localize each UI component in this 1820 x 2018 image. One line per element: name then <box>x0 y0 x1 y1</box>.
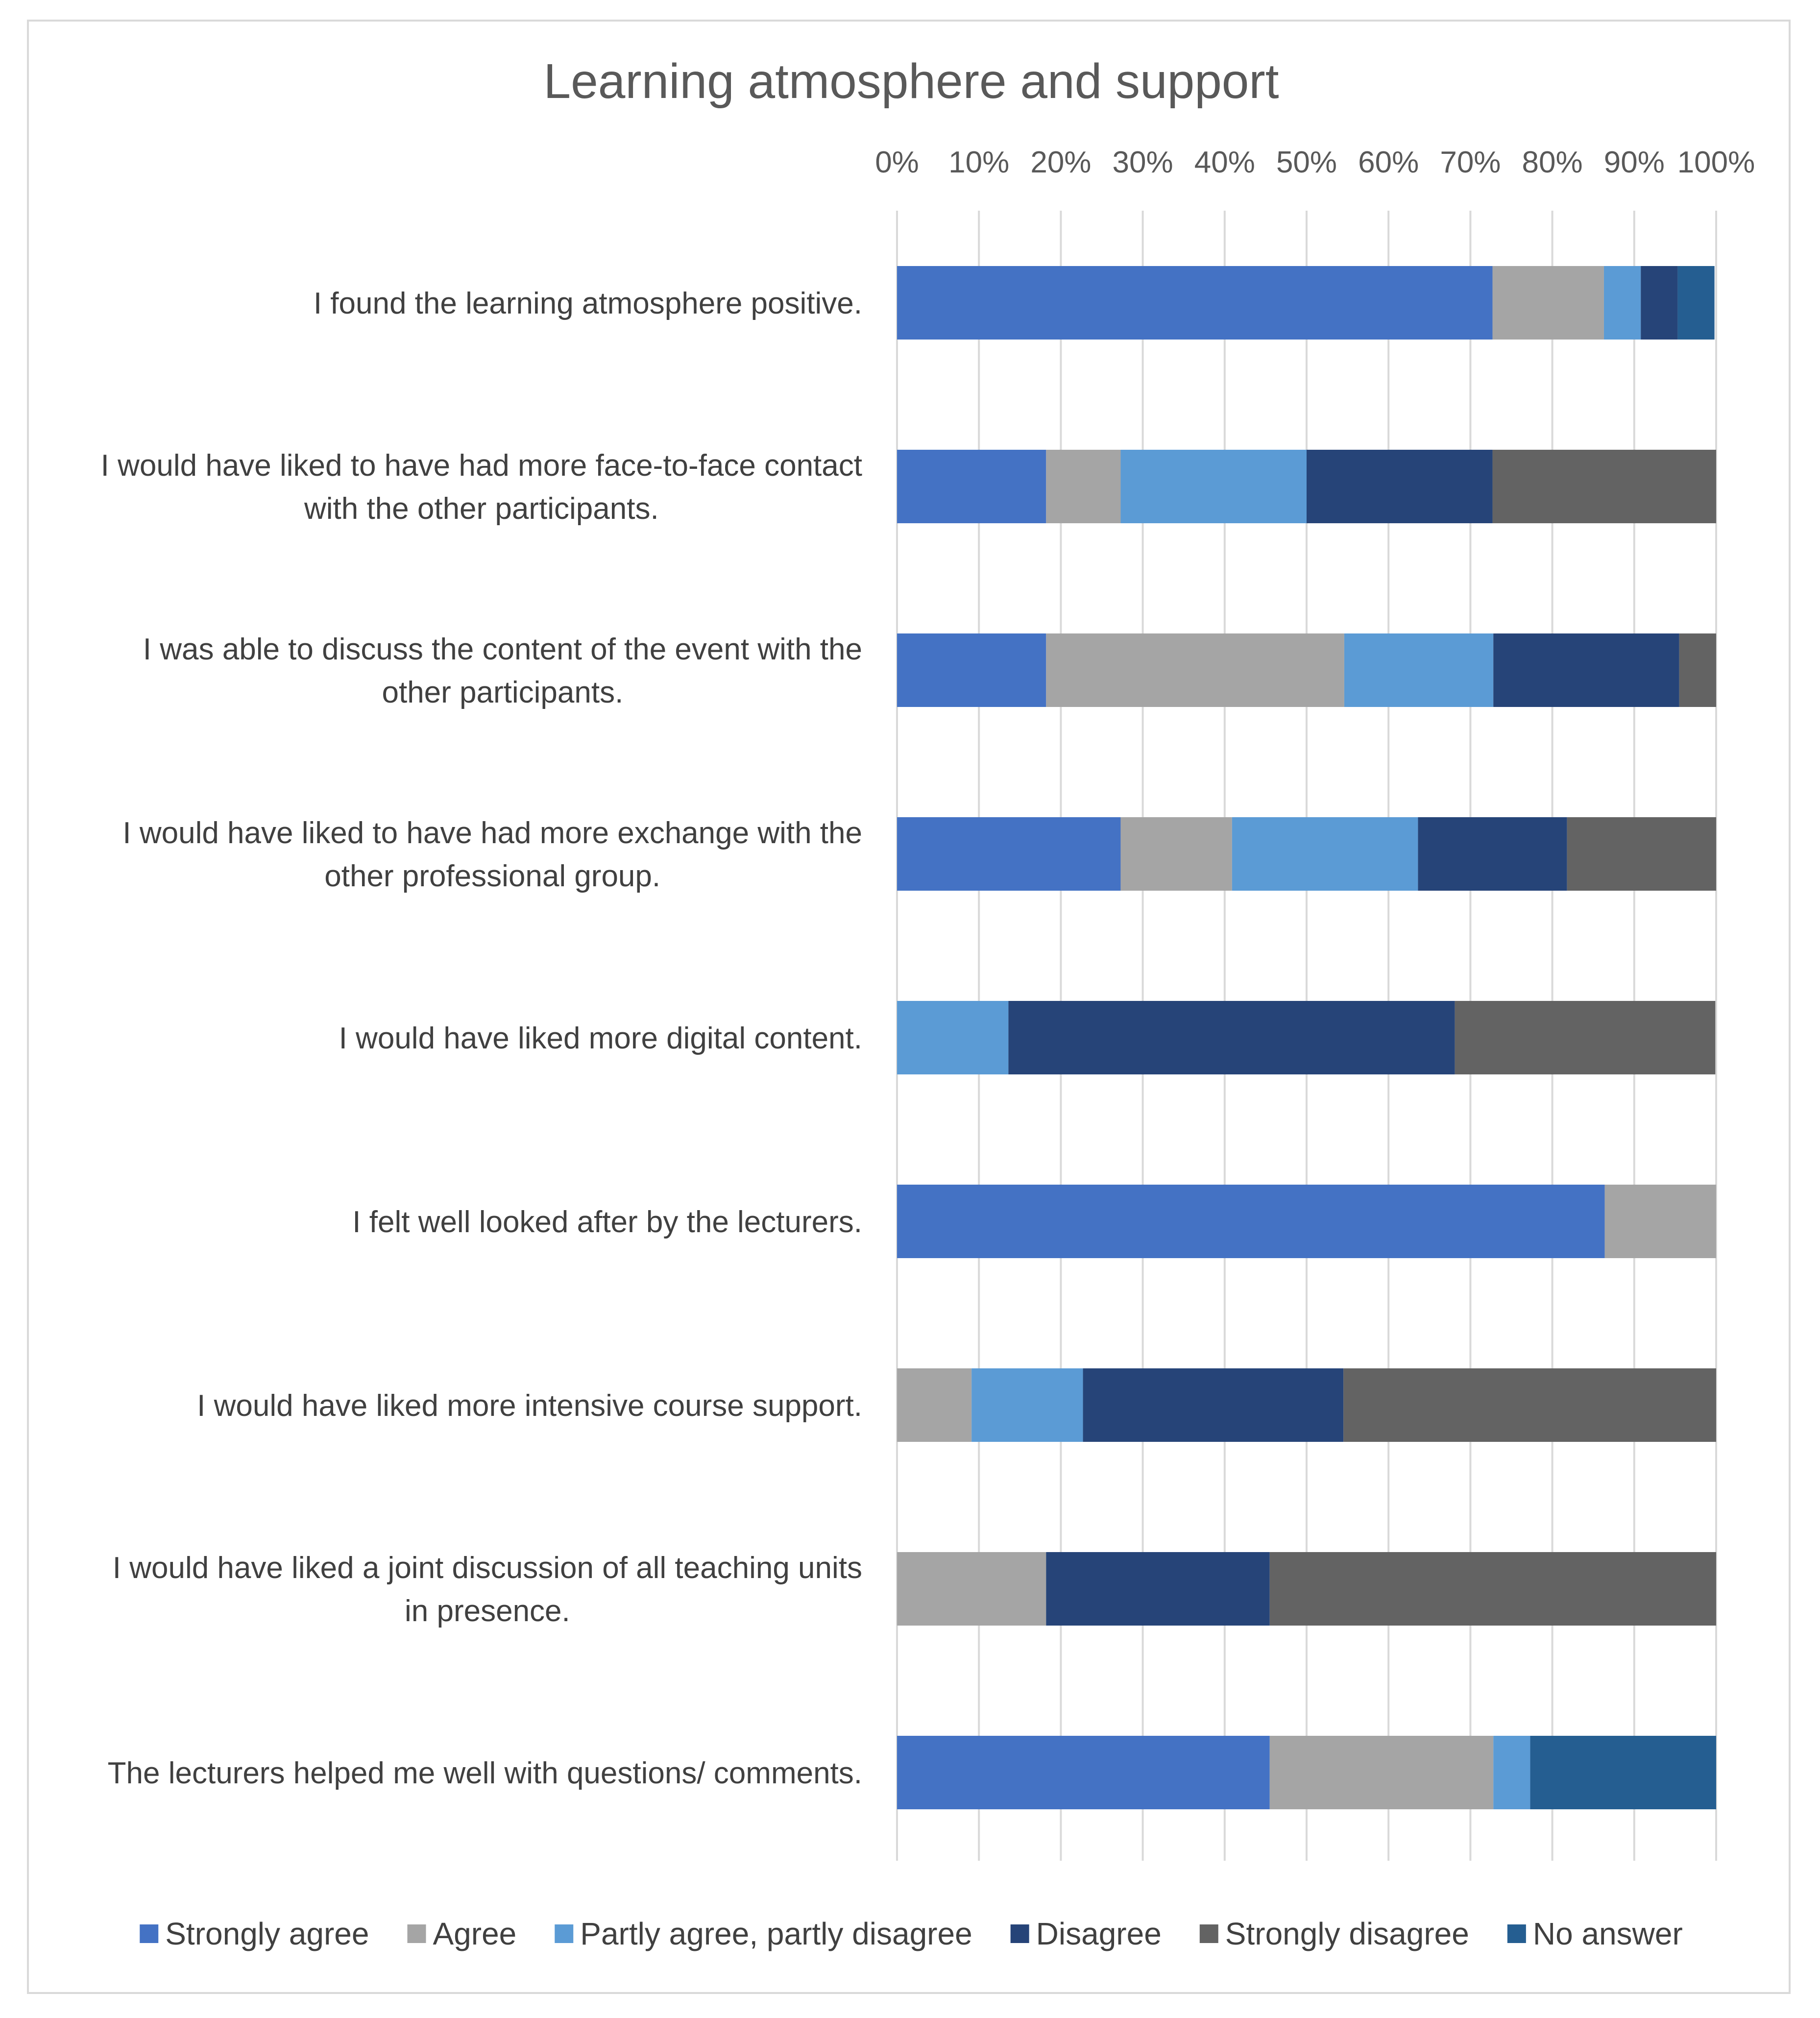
legend-item: Strongly disagree <box>1199 1916 1469 1951</box>
x-tick-label: 20% <box>1030 146 1091 179</box>
bar-segment <box>1120 450 1307 523</box>
category-label: I found the learning atmosphere positive… <box>314 287 862 320</box>
legend-label: Disagree <box>1036 1916 1162 1951</box>
x-tick-label: 30% <box>1113 146 1173 179</box>
chart-title: Learning atmosphere and support <box>543 54 1279 109</box>
legend-item: Strongly agree <box>140 1916 369 1951</box>
x-tick-label: 90% <box>1604 146 1665 179</box>
bar-segment <box>897 1552 1046 1626</box>
bar-segment <box>897 1368 972 1442</box>
bar-segment <box>1679 633 1716 707</box>
legend-label: Strongly disagree <box>1225 1916 1469 1951</box>
legend-item: No answer <box>1507 1916 1683 1951</box>
x-tick-label: 80% <box>1522 146 1583 179</box>
bar-segment <box>1083 1368 1344 1442</box>
bar-segment <box>1677 266 1715 340</box>
bar-segment <box>1603 266 1641 340</box>
legend-label: Strongly agree <box>165 1916 369 1951</box>
x-tick-label: 0% <box>875 146 919 179</box>
bar-segment <box>1008 1001 1455 1074</box>
legend: Strongly agree Agree Partly agree, partly … <box>140 1916 1683 1951</box>
bar-segment <box>897 450 1046 523</box>
bar-segment <box>1493 1736 1530 1809</box>
x-tick-label: 10% <box>948 146 1009 179</box>
bar-segment <box>971 1368 1083 1442</box>
bars <box>897 266 1716 1809</box>
bar-segment <box>1046 1552 1270 1626</box>
category-label: I would have liked more intensive course… <box>197 1389 862 1423</box>
bar-segment <box>1604 1185 1716 1258</box>
bar-segment <box>1232 817 1418 891</box>
x-tick-label: 60% <box>1358 146 1419 179</box>
legend-swatch <box>1199 1924 1218 1943</box>
bar-segment <box>1344 633 1494 707</box>
bar-segment <box>1269 1552 1716 1626</box>
legend-swatch <box>407 1924 426 1943</box>
x-tick-label: 100% <box>1677 146 1755 179</box>
bar-segment <box>1307 450 1493 523</box>
legend-label: No answer <box>1533 1916 1683 1951</box>
category-label: I would have liked more digital content. <box>339 1021 862 1055</box>
legend-item: Agree <box>407 1916 516 1951</box>
legend-swatch <box>1010 1924 1029 1943</box>
legend-label: Agree <box>433 1916 516 1951</box>
category-label: I was able to discuss the content of the… <box>143 632 862 709</box>
x-tick-label: 70% <box>1440 146 1501 179</box>
bar-segment <box>897 1001 1009 1074</box>
bar-segment <box>1418 817 1567 891</box>
legend-swatch <box>555 1924 574 1943</box>
bar-segment <box>897 1736 1270 1809</box>
bar-segment <box>897 633 1046 707</box>
bar-segment <box>1493 633 1679 707</box>
bar-segment <box>1120 817 1232 891</box>
bar-segment <box>1269 1736 1494 1809</box>
bar-segment <box>897 266 1493 340</box>
legend-swatch <box>140 1924 159 1943</box>
category-labels: I found the learning atmosphere positive… <box>101 287 862 1790</box>
x-axis-tick-labels: 0% 10% 20% 30% 40% 50% 60% 70% 80% 90% 100% <box>875 146 1755 179</box>
legend-item: Disagree <box>1010 1916 1162 1951</box>
category-label: The lecturers helped me well with questi… <box>108 1756 862 1790</box>
x-tick-label: 50% <box>1276 146 1337 179</box>
bar-segment <box>897 1185 1605 1258</box>
bar-segment <box>1567 817 1716 891</box>
legend-item: Partly agree, partly disagree <box>555 1916 972 1951</box>
bar-segment <box>1046 633 1344 707</box>
bar-segment <box>1343 1368 1716 1442</box>
bar-segment <box>1492 266 1604 340</box>
bar-segment <box>897 817 1121 891</box>
legend-swatch <box>1507 1924 1526 1943</box>
x-tick-label: 40% <box>1194 146 1255 179</box>
category-label: I would have liked a joint discussion of… <box>113 1551 862 1628</box>
bar-segment <box>1641 266 1678 340</box>
category-label: I would have liked to have had more face… <box>101 449 862 526</box>
bar-segment <box>1455 1001 1716 1074</box>
category-label: I felt well looked after by the lecturer… <box>352 1205 862 1239</box>
legend-label: Partly agree, partly disagree <box>580 1916 972 1951</box>
bar-segment <box>1046 450 1121 523</box>
bar-segment <box>1530 1736 1716 1809</box>
category-label: I would have liked to have had more exch… <box>122 816 862 893</box>
bar-segment <box>1492 450 1716 523</box>
